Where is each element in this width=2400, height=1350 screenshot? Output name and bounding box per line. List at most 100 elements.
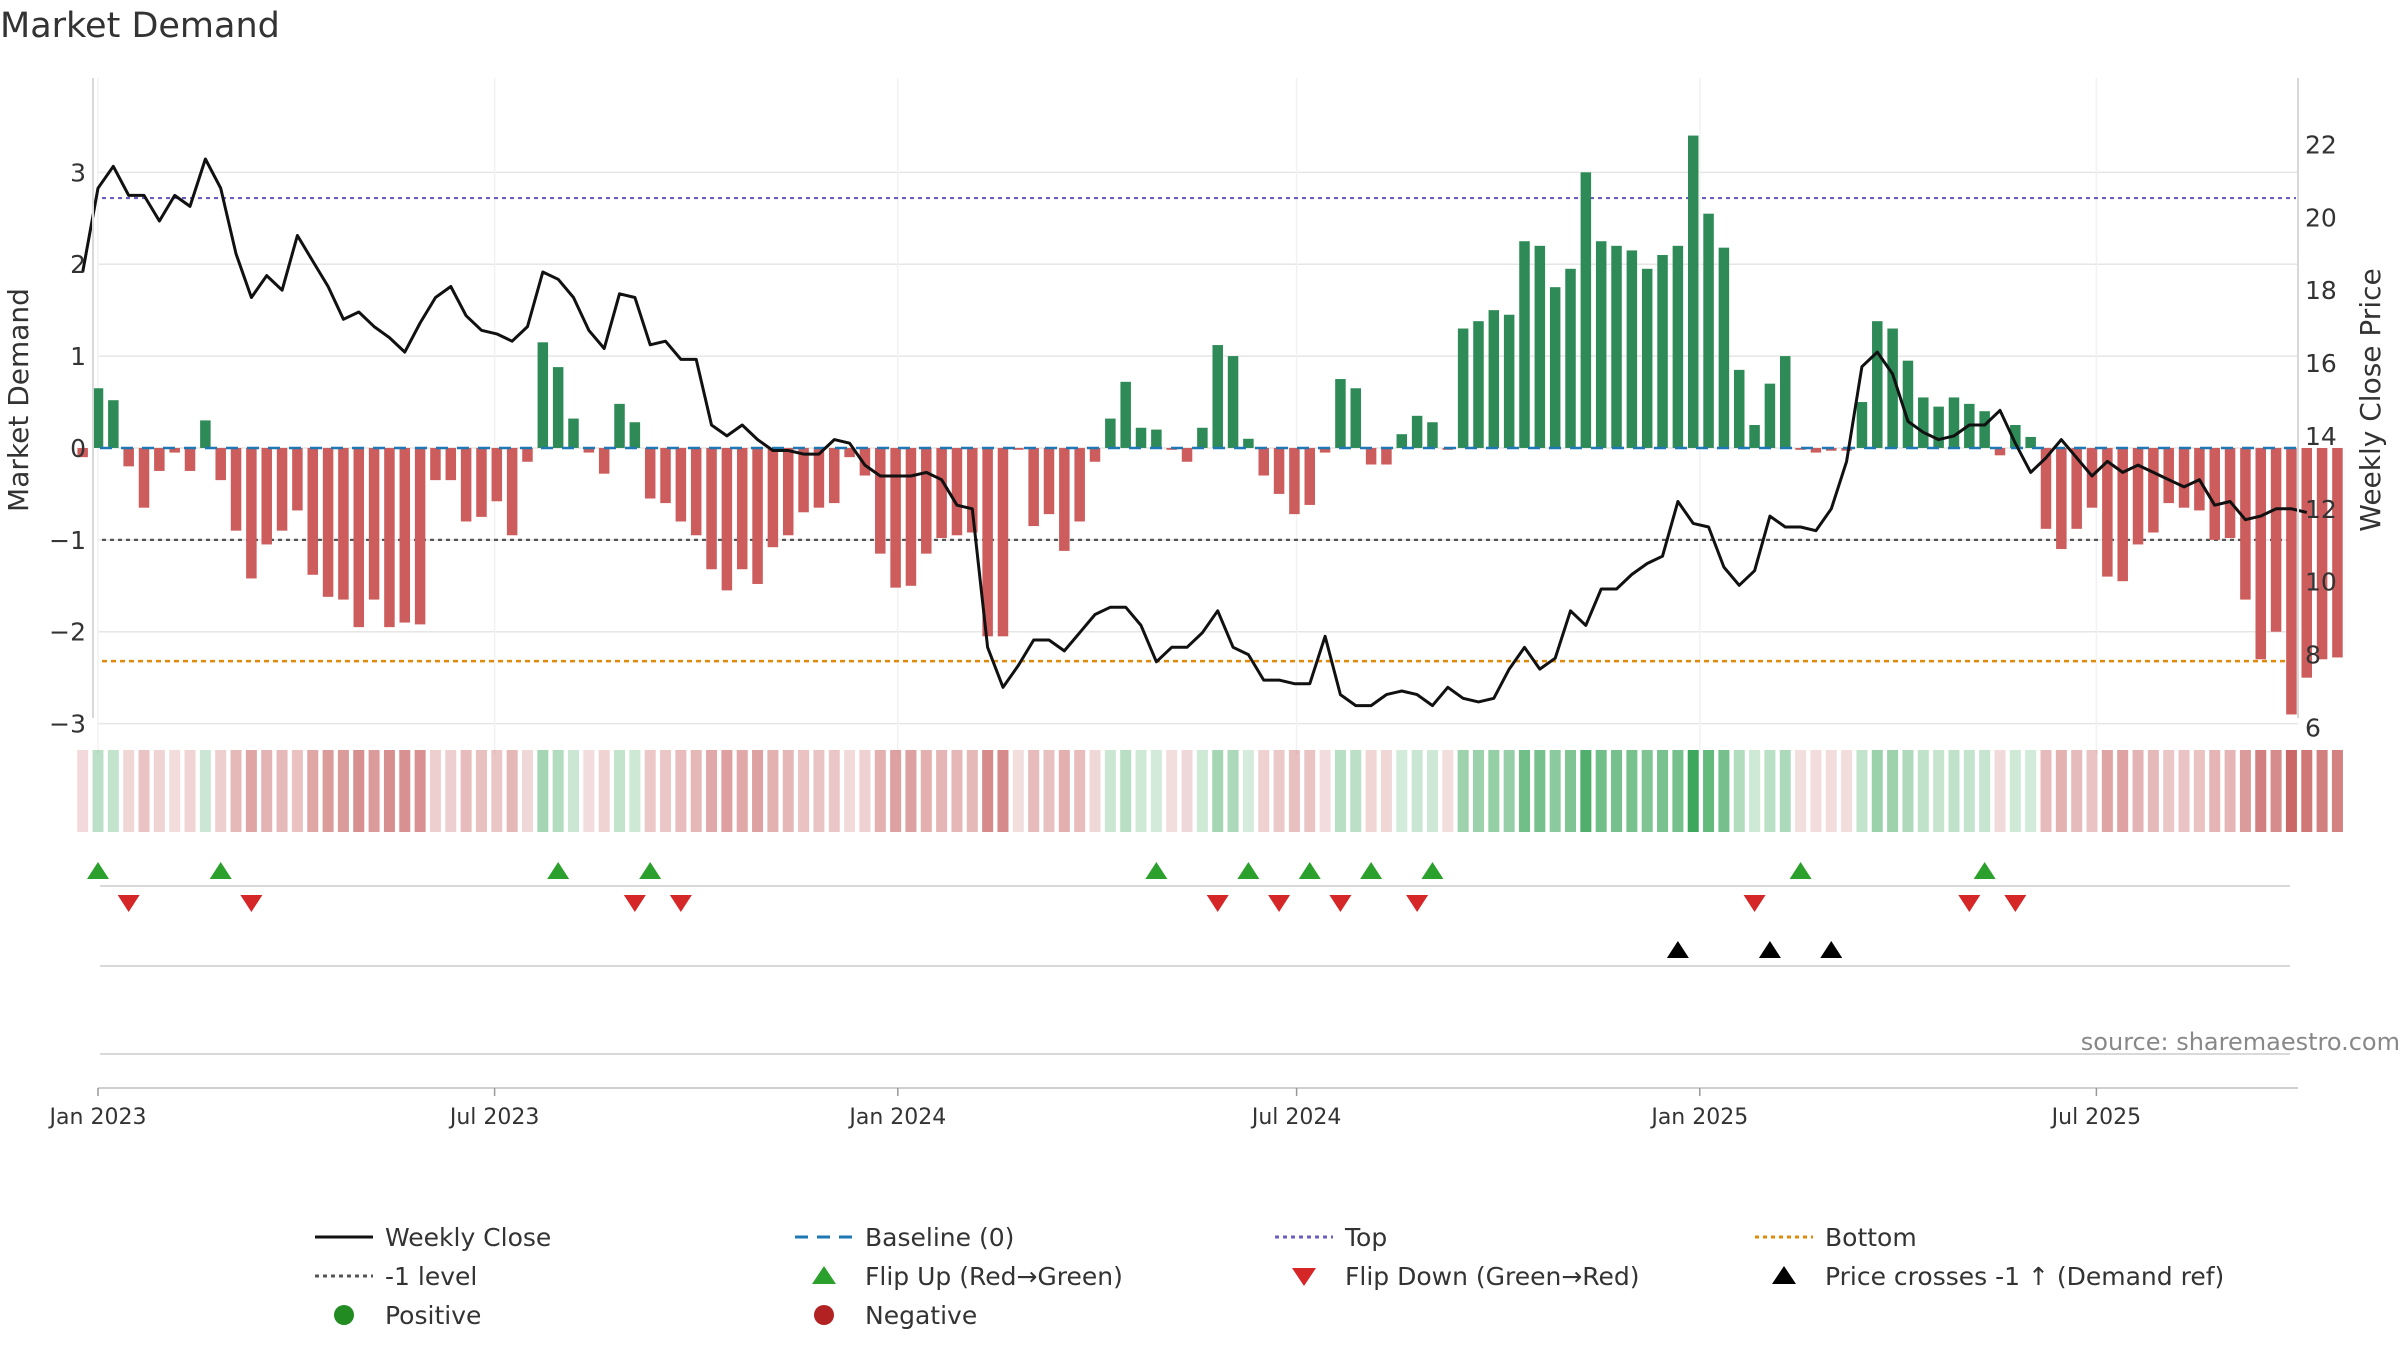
demand-bar — [92, 388, 104, 448]
heat-cell — [1396, 750, 1408, 832]
heat-cell — [1304, 750, 1316, 832]
demand-bar — [614, 403, 625, 448]
demand-bar — [2025, 436, 2036, 448]
legend-label: -1 level — [385, 1262, 477, 1291]
heat-cell — [322, 750, 334, 832]
demand-bar — [1120, 381, 1131, 448]
flip-down-marker — [1958, 895, 1981, 912]
heat-cell — [629, 750, 641, 832]
flip-down-marker — [669, 895, 692, 912]
demand-bar — [951, 447, 963, 536]
heat-cell — [1120, 750, 1132, 832]
flip-down-marker — [623, 895, 646, 912]
heat-cell — [230, 750, 242, 832]
heat-cell — [383, 750, 395, 832]
legend-swatch — [812, 1266, 836, 1284]
demand-bar — [215, 447, 226, 481]
heat-cell — [1963, 750, 1975, 832]
heat-cell — [767, 750, 779, 832]
demand-bar — [721, 447, 733, 591]
demand-bar — [2071, 447, 2082, 529]
demand-bar — [1902, 360, 1914, 448]
demand-bar — [1089, 447, 1101, 462]
demand-bar — [1350, 388, 1362, 448]
heat-cell — [874, 750, 886, 832]
source-note: source: sharemaestro.com — [2081, 1028, 2400, 1056]
heat-cell — [1074, 750, 1086, 832]
heat-cell — [353, 750, 365, 832]
demand-bar — [1488, 310, 1500, 448]
y-tick-left: −2 — [49, 618, 86, 647]
demand-bar — [736, 447, 748, 570]
y-tick-right: 16 — [2305, 349, 2337, 378]
demand-bar — [1733, 369, 1745, 448]
heat-cell — [1611, 750, 1623, 832]
demand-bar — [1059, 447, 1070, 551]
x-tick-label: Jan 2025 — [1649, 1105, 1748, 1130]
demand-bar — [982, 447, 993, 637]
heat-cell — [123, 750, 135, 832]
heat-cell — [77, 750, 89, 832]
heat-cell — [1841, 750, 1853, 832]
demand-bar — [844, 447, 855, 458]
heat-cell — [966, 750, 978, 832]
demand-bar — [706, 447, 717, 570]
price-cross-marker — [1758, 941, 1781, 958]
heat-cell — [107, 750, 119, 832]
heat-cell — [598, 750, 610, 832]
heat-cell — [1672, 750, 1684, 832]
heat-cell — [1166, 750, 1178, 832]
demand-bar — [338, 447, 349, 600]
close-line — [81, 157, 2308, 708]
flip-down-marker — [1329, 895, 1352, 912]
legend-swatch — [814, 1305, 834, 1325]
demand-bar — [1887, 328, 1898, 448]
heat-cell — [1979, 750, 1991, 832]
demand-bar — [307, 447, 318, 575]
demand-bar — [1243, 438, 1254, 448]
heat-cell — [1641, 750, 1653, 832]
heat-cell — [997, 750, 1009, 832]
heat-cell — [2331, 750, 2343, 832]
demand-bar — [1457, 328, 1469, 448]
heat-cell — [614, 750, 626, 832]
demand-bar — [1289, 447, 1300, 515]
legend-label: Baseline (0) — [865, 1223, 1014, 1252]
heat-cell — [782, 750, 794, 832]
demand-bar — [138, 447, 150, 508]
demand-bar — [690, 447, 702, 536]
heat-cell — [1380, 750, 1392, 832]
demand-bar — [2148, 447, 2159, 533]
flip-down-marker — [1206, 895, 1229, 912]
demand-bar — [2301, 447, 2313, 678]
heat-cell — [2178, 750, 2190, 832]
y-tick-right: 10 — [2305, 568, 2337, 597]
heat-cell — [1534, 750, 1546, 832]
y-tick-left: 0 — [70, 434, 86, 463]
heat-cell — [2270, 750, 2282, 832]
heat-cell — [1488, 750, 1500, 832]
demand-bar — [859, 447, 871, 476]
y-tick-left: 1 — [70, 342, 86, 371]
heat-cell — [506, 750, 518, 832]
demand-bar — [1258, 447, 1269, 476]
heat-cell — [1565, 750, 1577, 832]
demand-bar — [2117, 447, 2128, 582]
demand-bar — [1872, 321, 1883, 448]
y-tick-left: 2 — [70, 250, 86, 279]
heat-cell — [1212, 750, 1224, 832]
heat-cell — [1365, 750, 1377, 832]
demand-bar — [644, 447, 656, 499]
demand-bar — [2178, 447, 2190, 508]
heat-cell — [951, 750, 963, 832]
y-axis-label-left: Market Demand — [2, 288, 35, 512]
heat-cell — [721, 750, 733, 832]
demand-bar — [2010, 425, 2021, 448]
demand-bar — [399, 447, 411, 623]
demand-bar — [2286, 447, 2297, 715]
x-tick-label: Jan 2024 — [847, 1105, 946, 1130]
demand-bar — [322, 447, 334, 597]
demand-bar — [1411, 415, 1423, 448]
heat-cell — [291, 750, 303, 832]
